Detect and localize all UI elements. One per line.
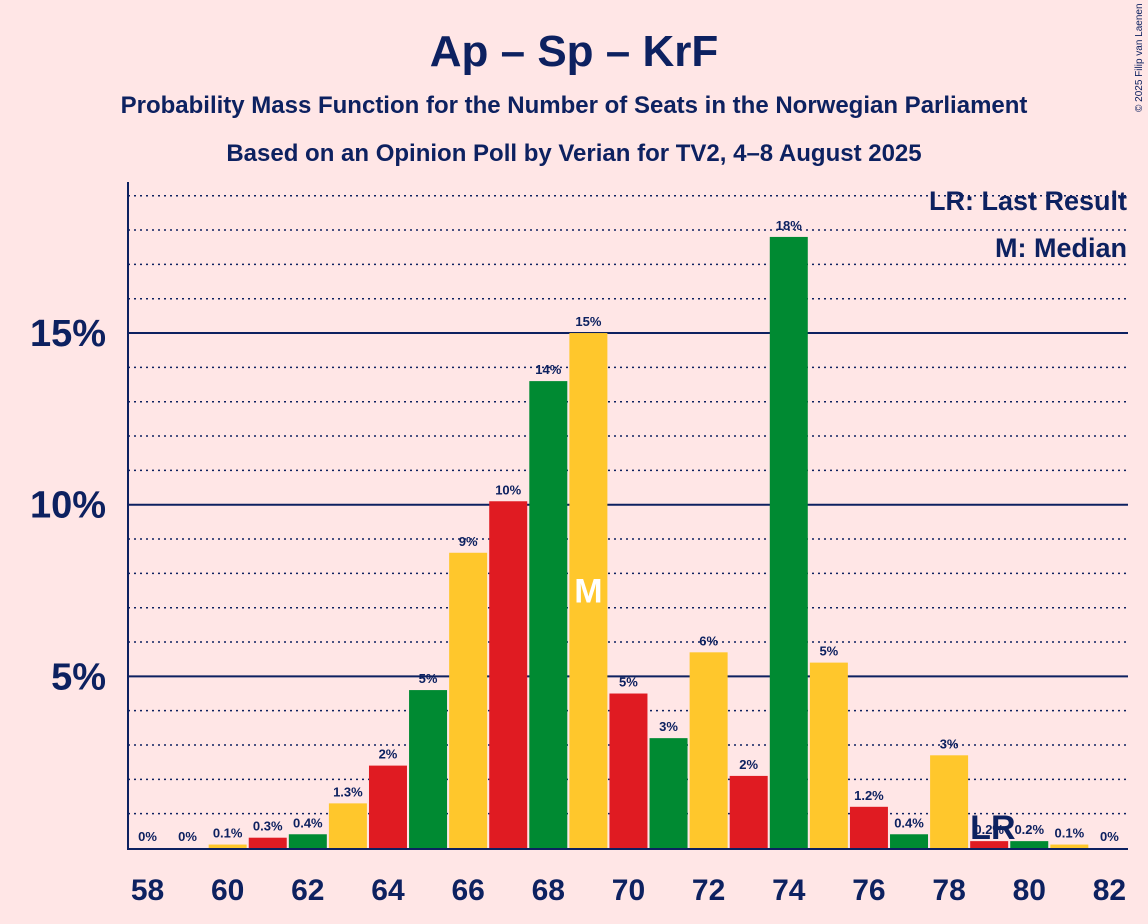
median-marker: M [574,573,602,611]
data-label-seat-72: 6% [699,633,718,648]
bars [208,236,1089,849]
x-tick-label: 68 [532,874,565,907]
x-tick-label: 82 [1093,874,1126,907]
data-label-seat-75: 5% [819,644,838,659]
y-tick-label: 5% [51,656,106,698]
data-label-seat-58: 0% [138,829,157,844]
x-tick-label: 80 [1013,874,1046,907]
bar-seat-61 [248,837,287,848]
data-label-seat-69: 15% [575,314,601,329]
bar-seat-77 [890,834,929,848]
data-label-seat-77: 0.4% [894,815,924,830]
bar-seat-63 [328,803,367,848]
data-label-seat-78: 3% [940,736,959,751]
chart-source-line: Based on an Opinion Poll by Verian for T… [226,140,921,167]
y-axis-ticks: 5% 10% 15% [30,313,106,698]
bar-seat-81 [1050,844,1089,848]
x-tick-label: 64 [371,874,405,907]
data-label-seat-59: 0% [178,829,197,844]
x-tick-label: 58 [131,874,164,907]
bar-seat-69 [569,333,608,849]
data-label-seat-76: 1.2% [854,788,884,803]
y-tick-label: 10% [30,485,106,527]
data-label-seat-63: 1.3% [333,784,363,799]
data-label-seat-79: 0.2% [974,822,1004,837]
data-label-seat-71: 3% [659,719,678,734]
bar-seat-64 [368,765,407,848]
data-label-seat-80: 0.2% [1014,822,1044,837]
data-label-seat-62: 0.4% [293,815,323,830]
x-tick-label: 60 [211,874,244,907]
legend-last-result: LR: Last Result [929,186,1127,216]
last-result-marker: LR [970,809,1015,847]
data-label-seat-74: 18% [776,218,802,233]
x-tick-label: 78 [932,874,965,907]
bar-seat-75 [809,662,848,848]
data-label-seat-65: 5% [419,671,438,686]
x-tick-label: 72 [692,874,725,907]
data-label-seat-81: 0.1% [1055,826,1085,841]
x-tick-label: 74 [772,874,806,907]
chart-subtitle: Probability Mass Function for the Number… [121,92,1028,119]
bar-seat-66 [449,552,488,848]
bar-seat-71 [649,738,688,848]
bar-seat-62 [288,834,327,848]
bar-seat-74 [769,236,808,848]
data-label-seat-60: 0.1% [213,826,243,841]
x-tick-label: 66 [451,874,484,907]
bar-seat-67 [489,501,528,848]
bar-seat-80 [1010,841,1049,848]
data-labels: 0% 0% 0.1% 0.3% 0.4% 1.3% 2% 5% 9% 10% 14% 15% 5% 3% 6… [138,218,1119,847]
data-label-seat-73: 2% [739,757,758,772]
y-tick-label: 15% [30,313,106,355]
bar-seat-79 [970,841,1009,848]
data-label-seat-70: 5% [619,675,638,690]
data-label-seat-68: 14% [535,362,561,377]
copyright-note: © 2025 Filip van Laenen [1134,3,1145,112]
bar-seat-70 [609,693,648,848]
x-axis-ticks: 58 60 62 64 66 68 70 72 74 76 78 80 82 [131,874,1126,907]
x-tick-label: 70 [612,874,645,907]
chart-title: Ap – Sp – KrF [430,27,719,76]
x-tick-label: 76 [852,874,885,907]
data-label-seat-64: 2% [379,747,398,762]
data-label-seat-67: 10% [495,482,521,497]
bar-seat-68 [529,381,568,848]
legend-median: M: Median [995,233,1127,263]
data-label-seat-66: 9% [459,534,478,549]
bar-seat-78 [930,755,969,848]
bar-seat-60 [208,844,247,848]
data-label-seat-82: 0% [1100,829,1119,844]
x-tick-label: 62 [291,874,324,907]
bar-seat-65 [409,690,448,848]
bar-seat-76 [849,806,888,848]
bar-seat-73 [729,775,768,848]
bar-seat-72 [689,652,728,848]
data-label-seat-61: 0.3% [253,819,283,834]
